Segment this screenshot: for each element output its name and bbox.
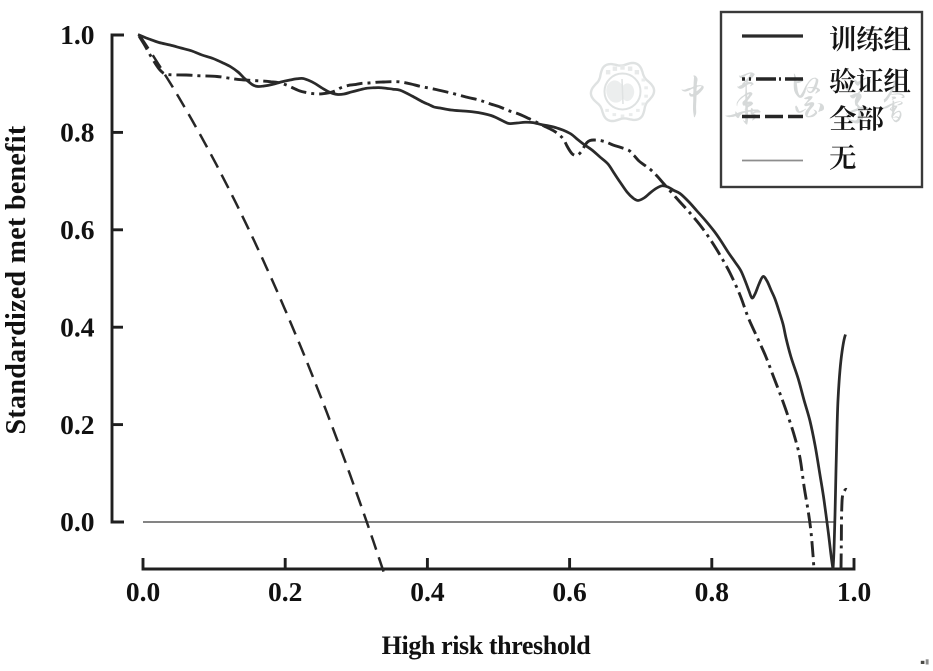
svg-text:0.0: 0.0 [126,576,160,607]
svg-text:0.2: 0.2 [268,576,302,607]
svg-text:Standardized met benefit: Standardized met benefit [1,125,32,434]
svg-text:0.6: 0.6 [60,214,94,245]
svg-text:0.6: 0.6 [552,576,586,607]
svg-text:0.8: 0.8 [60,117,94,148]
svg-text:High risk threshold: High risk threshold [382,631,592,660]
svg-text:0.4: 0.4 [410,576,445,607]
svg-text:1.0: 1.0 [837,576,871,607]
svg-text:0.4: 0.4 [60,311,95,342]
svg-text:0.2: 0.2 [60,409,94,440]
svg-text:0.0: 0.0 [60,506,94,537]
svg-text:0.8: 0.8 [695,576,729,607]
svg-text:1.0: 1.0 [60,19,94,50]
